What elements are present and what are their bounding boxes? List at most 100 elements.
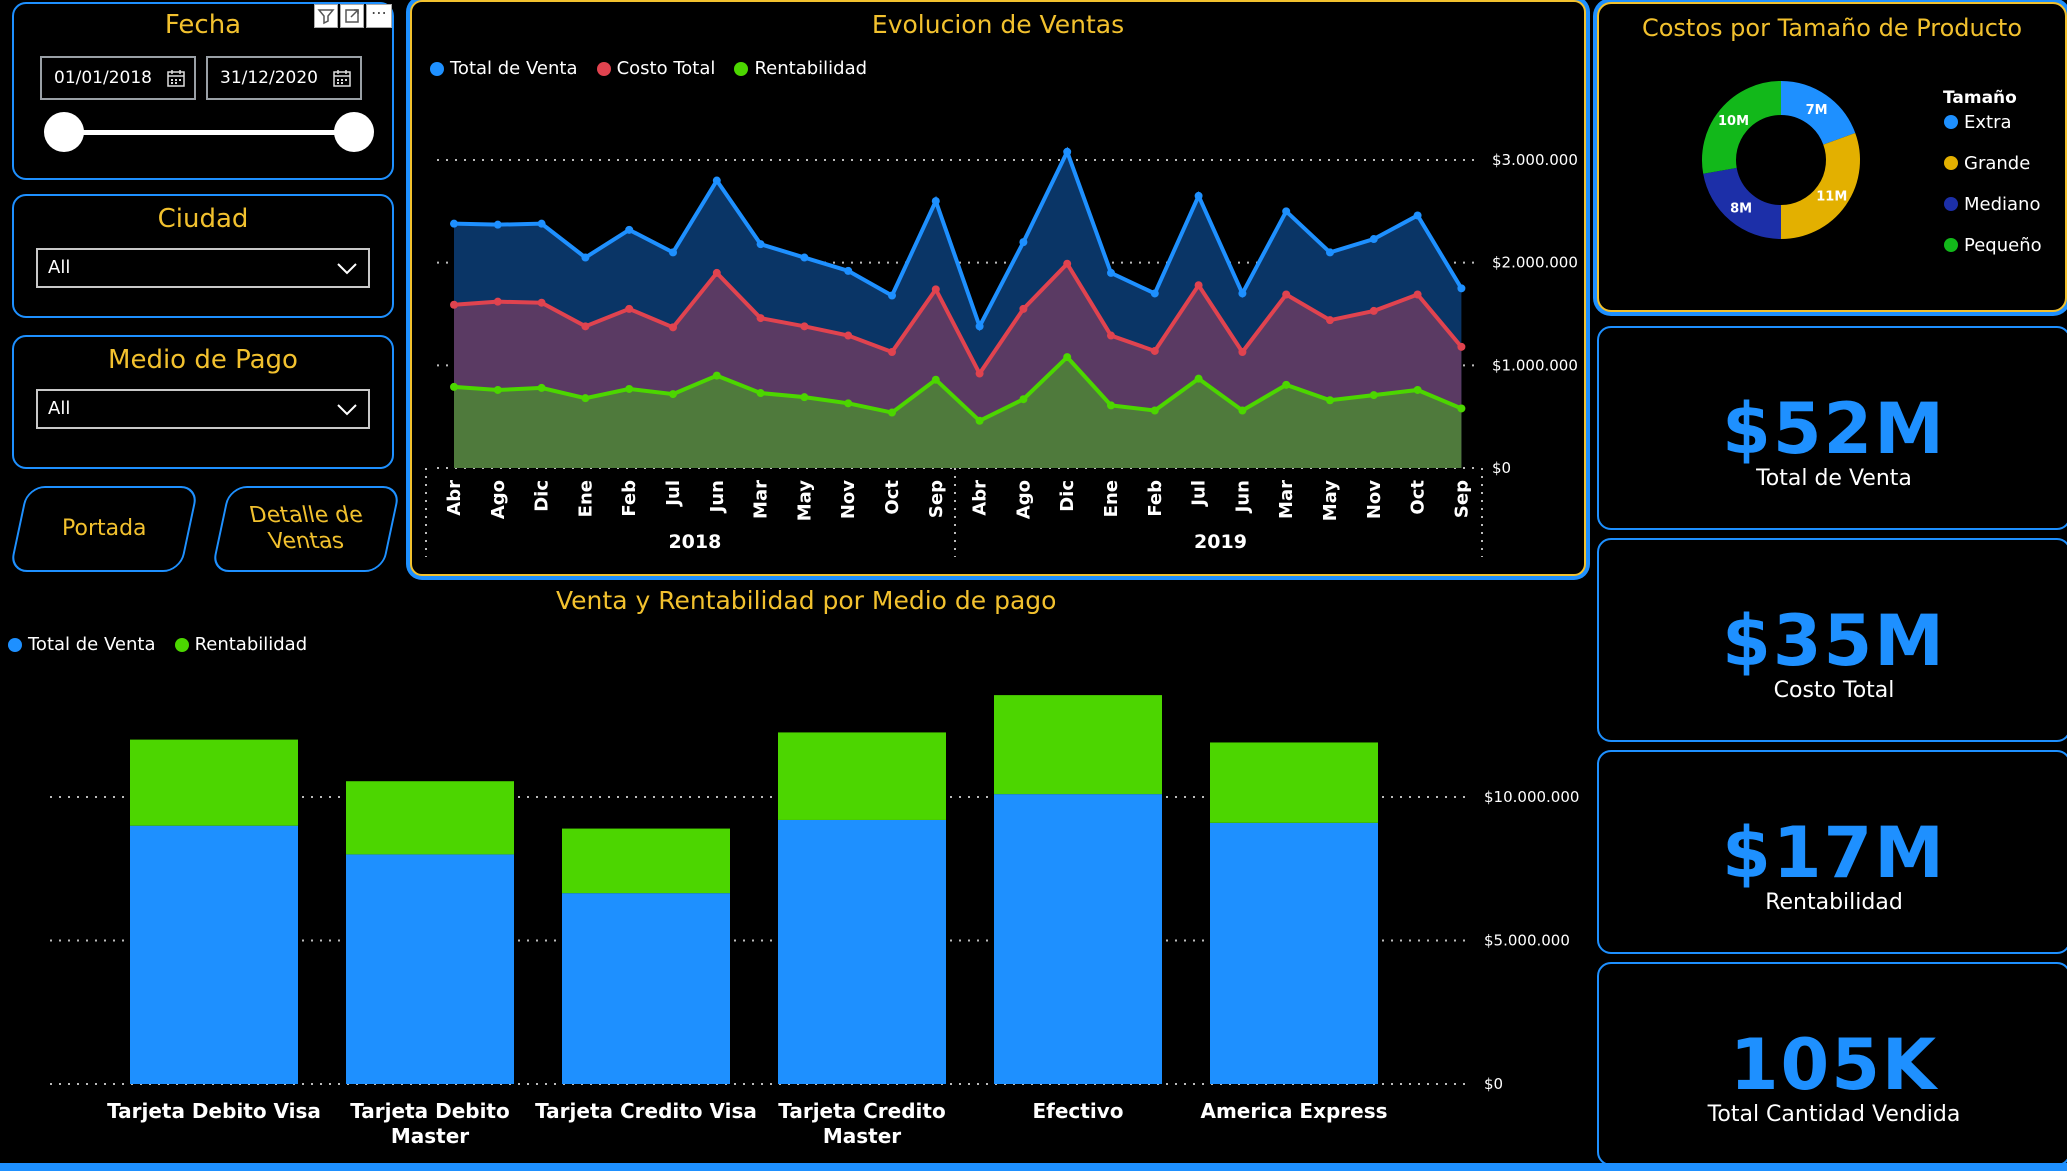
x-category-label: Master [823,1124,901,1148]
x-tick-label: Nov [1364,480,1385,519]
kpi-value: $52M [1722,388,1946,470]
x-tick-label: Ene [1101,480,1122,517]
date-range-start-handle[interactable] [44,112,84,152]
costos-tamano-panel: Costos por Tamaño de Producto 7M 11M 8M 10M… [1597,2,2067,312]
legend-total-venta[interactable]: Total de Venta [8,634,155,655]
data-point [931,197,940,206]
data-point [1326,396,1334,405]
data-point [1194,374,1203,383]
x-group-label: 2019 [1194,531,1247,553]
data-point [625,225,634,234]
x-category-label: Tarjeta Credito Visa [535,1099,757,1123]
medio-pago-dropdown[interactable]: All [36,389,370,429]
data-point [1369,391,1378,400]
data-point [1063,353,1072,362]
data-point [1150,289,1159,298]
evolucion-chart[interactable]: $0 $1.000.000 $2.000.000 $3.000.000 Abr Ago Di… [412,2,1588,578]
data-point [581,322,590,331]
start-date-value: 01/01/2018 [54,68,152,88]
donut-slice [1703,167,1782,239]
y-tick-label: $0 [1492,459,1511,477]
date-range-track[interactable] [64,130,354,135]
x-category-label: America Express [1200,1099,1387,1123]
kpi-rentabilidad-card: $17M Rentabilidad [1597,750,2067,954]
x-tick-label: Ene [575,480,596,517]
x-tick-label: Feb [1145,480,1166,517]
ciudad-dropdown[interactable]: All [36,248,370,288]
focus-mode-icon[interactable] [340,4,364,28]
y-tick-label: $10.000.000 [1484,788,1579,806]
bar-rentabilidad [346,781,514,855]
data-point [1238,406,1247,415]
x-tick-label: Sep [1451,480,1472,518]
data-point [450,382,458,391]
detalle-button-label-line1: Detalle de [246,503,365,528]
medio-pago-title: Venta y Rentabilidad por Medio de pago [556,586,1057,615]
ciudad-selected-value: All [48,257,71,278]
x-tick-label: Abr [970,480,991,516]
x-category-label: Master [391,1124,469,1148]
legend-label: Extra [1964,112,2012,133]
calendar-icon[interactable] [166,68,186,88]
x-category-label: Tarjeta Debito Visa [107,1099,321,1123]
ciudad-slicer: Ciudad All [12,194,394,318]
detalle-ventas-button[interactable]: Detalle de Ventas [210,486,402,572]
legend-costo-total[interactable]: Costo Total [596,58,715,79]
x-tick-label: May [794,480,815,522]
x-tick-label: Jun [707,480,728,514]
y-tick-label: $0 [1484,1075,1503,1093]
x-tick-label: Ago [488,480,509,519]
data-point [537,298,546,307]
legend-dot [1944,115,1958,129]
data-point [712,371,721,380]
start-date-input[interactable]: 01/01/2018 [40,56,196,100]
legend-total-venta[interactable]: Total de Venta [430,58,577,79]
data-point [756,314,765,323]
fecha-slicer: Fecha ⋯ 01/01/2018 31/12/2020 [12,2,394,180]
x-tick-label: Sep [926,480,947,518]
data-point [493,297,502,306]
more-options-icon[interactable]: ⋯ [366,4,392,28]
kpi-costo-total-card: $35M Costo Total [1597,538,2067,742]
x-category-label: Tarjeta Debito [350,1099,510,1123]
y-tick-label: $3.000.000 [1492,151,1578,169]
end-date-input[interactable]: 31/12/2020 [206,56,362,100]
legend-rentabilidad[interactable]: Rentabilidad [174,634,307,655]
x-tick-label: Jun [1232,480,1253,514]
ciudad-slicer-title: Ciudad [157,204,249,234]
date-range-end-handle[interactable] [334,112,374,152]
legend-rentabilidad[interactable]: Rentabilidad [734,58,867,79]
data-point [888,408,896,417]
data-point [1063,147,1072,156]
legend-label: Mediano [1964,194,2040,215]
data-point [1107,401,1115,410]
medio-pago-chart[interactable]: $0 $5.000.000 $10.000.000 Tarjeta Debito Vi… [0,580,1586,1163]
filter-icon[interactable] [314,4,338,28]
data-point [844,266,853,275]
data-point [625,304,634,313]
data-point [1457,404,1466,413]
data-point [800,322,809,331]
legend-dot [8,637,22,652]
legend-label: Pequeño [1964,235,2042,256]
costos-tamano-donut[interactable]: 7M 11M 8M 10M Tamaño Extra Grande Mediano Pequeñ… [1599,4,2067,314]
x-category-label: Efectivo [1033,1099,1124,1123]
data-point [1457,342,1466,351]
legend-dot [596,61,611,76]
medio-pago-slicer: Medio de Pago All [12,335,394,469]
legend-title: Tamaño [1943,88,2017,108]
data-point [1019,395,1028,404]
slice-label: 10M [1718,114,1749,129]
portada-button[interactable]: Portada [8,486,200,572]
donut-slice [1780,132,1860,239]
detalle-button-label-line2: Ventas [266,529,346,554]
data-point [1369,235,1378,244]
calendar-icon[interactable] [332,68,352,88]
data-point [1413,290,1422,299]
data-point [581,253,590,262]
data-point [844,399,853,408]
legend-dot [1944,238,1958,252]
bar-rentabilidad [994,695,1162,795]
data-point [1107,331,1115,340]
data-point [931,285,940,294]
